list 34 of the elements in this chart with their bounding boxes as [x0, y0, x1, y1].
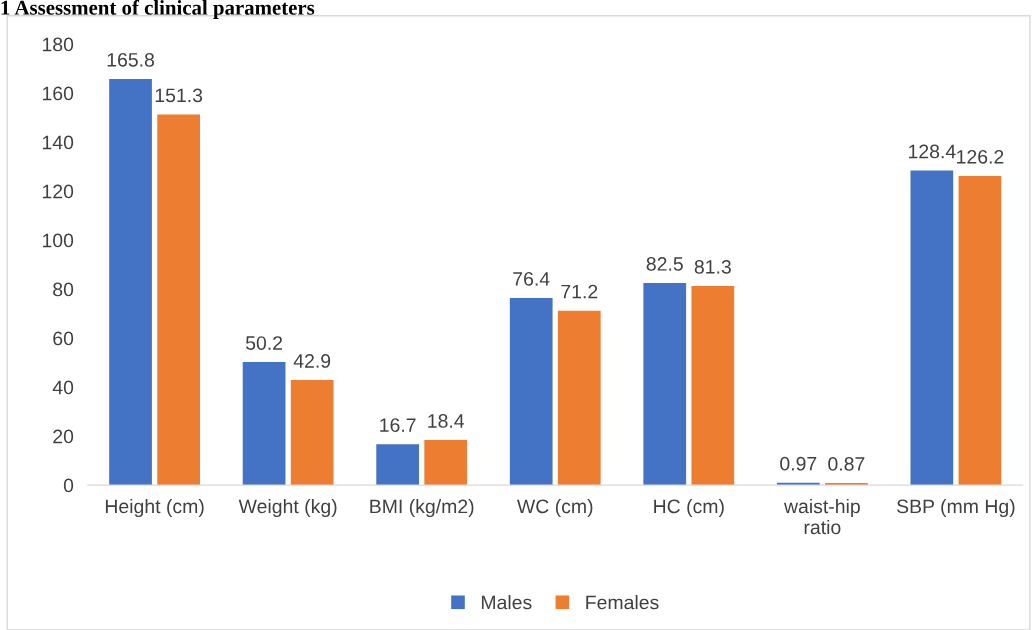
data-label: 126.2: [957, 149, 1004, 164]
x-tick-label: HC (cm): [654, 498, 724, 518]
x-tick-label: Height (cm): [105, 498, 204, 518]
x-tick-label: BMI (kg/m2): [370, 498, 474, 518]
legend-label: Females: [586, 595, 659, 610]
data-label: 71.2: [561, 284, 598, 299]
y-tick-label: 60: [53, 331, 74, 346]
data-label: 82.5: [646, 257, 683, 271]
data-label: 165.8: [107, 52, 155, 67]
y-tick-label: 0: [63, 478, 74, 493]
x-tick-label: waist-hip ratio: [783, 498, 860, 535]
data-label: 128.4: [909, 144, 956, 159]
chart-title: 1 Assessment of clinical parameters: [1, 0, 315, 19]
y-tick-label: 180: [42, 37, 74, 52]
data-label: 50.2: [245, 336, 283, 350]
data-label: 16.7: [380, 418, 416, 433]
y-tick-label: 140: [42, 135, 74, 150]
x-tick-label: SBP (mm Hg): [896, 498, 1015, 518]
x-tick-label: WC (cm): [516, 498, 593, 518]
legend-label: Males: [481, 595, 532, 610]
x-tick-label: Weight (kg): [238, 498, 337, 518]
data-label: 42.9: [293, 354, 331, 368]
data-label: 0.97: [780, 456, 817, 471]
y-tick-label: 120: [42, 184, 74, 199]
data-label: 76.4: [513, 271, 550, 286]
data-label: 151.3: [155, 88, 203, 103]
y-tick-label: 20: [53, 429, 74, 444]
data-label: 0.87: [828, 457, 865, 471]
data-label: 81.3: [694, 259, 731, 274]
y-tick-label: 100: [42, 233, 74, 248]
y-tick-label: 160: [42, 86, 74, 101]
data-label: 18.4: [428, 414, 465, 428]
y-tick-label: 80: [53, 282, 74, 297]
y-tick-label: 40: [52, 380, 74, 395]
